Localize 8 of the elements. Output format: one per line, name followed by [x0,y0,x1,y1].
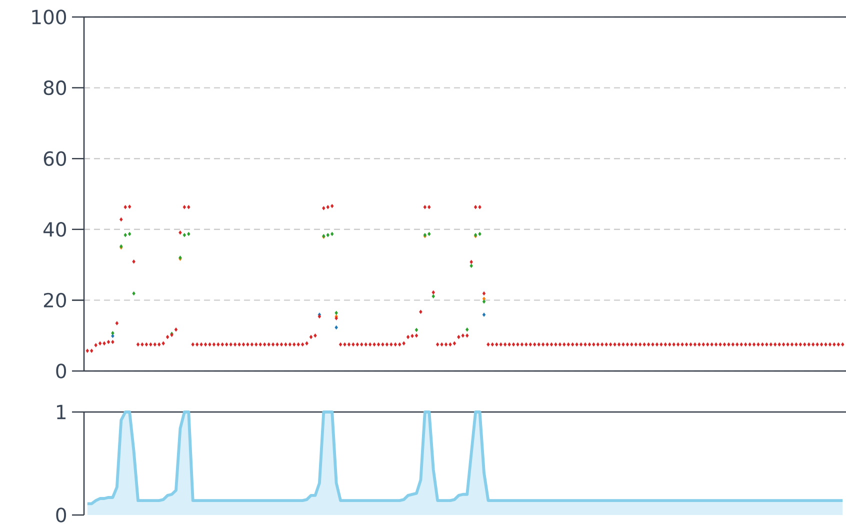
y-tick-label: 40 [43,222,66,237]
y-tick-label: 0 [56,364,66,378]
y-tick-label: 60 [44,151,66,166]
y-tick-label: 20 [44,292,66,308]
y-tick-label: 100 [32,10,66,24]
y-tick-label: 0 [56,508,66,522]
y-tick-label: 80 [44,80,66,96]
y-tick-label: 1 [57,404,66,420]
